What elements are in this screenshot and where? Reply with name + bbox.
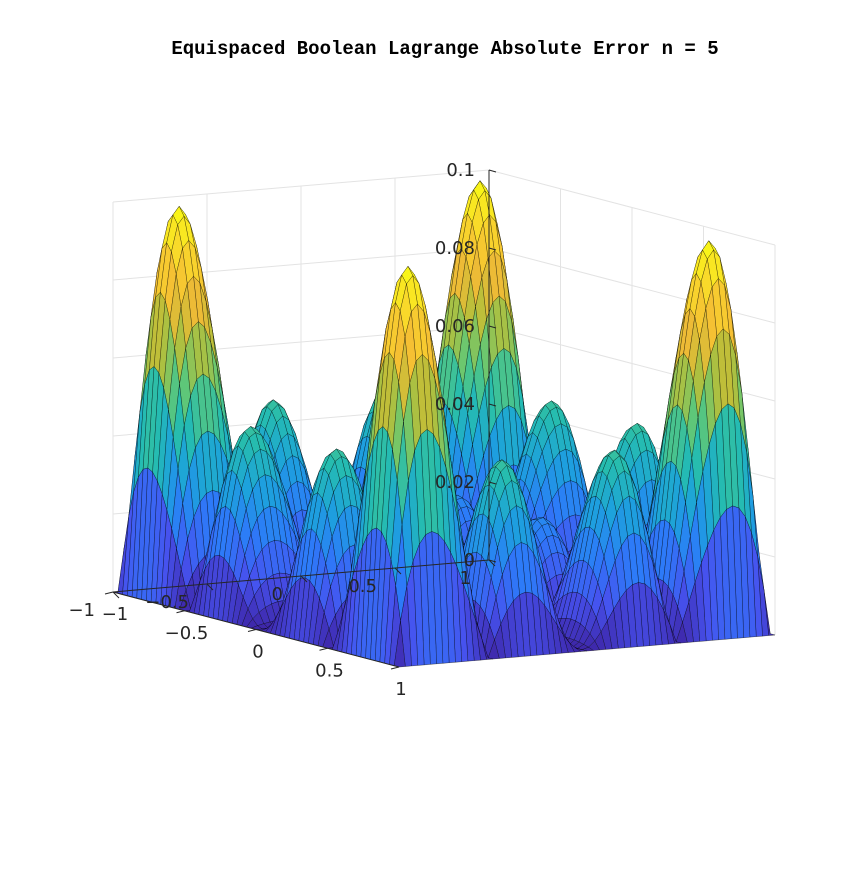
y-tick-label: 1	[460, 568, 471, 589]
chart-title: Equispaced Boolean Lagrange Absolute Err…	[171, 38, 718, 60]
z-tick-label: 0.06	[435, 316, 475, 337]
x-tick-label: 1	[395, 679, 406, 700]
y-tick-label: 0.5	[348, 576, 377, 597]
y-tick-label: −1	[68, 600, 95, 621]
y-tick-mark	[394, 567, 402, 575]
x-tick-mark	[104, 591, 114, 595]
x-tick-label: 0.5	[315, 660, 344, 681]
y-tick-mark	[300, 575, 308, 583]
z-tick-label: 0.08	[435, 238, 475, 259]
z-tick-label: 0.02	[435, 472, 475, 493]
x-tick-label: −0.5	[165, 623, 209, 644]
z-tick-mark	[488, 169, 497, 173]
x-tick-mark	[176, 610, 185, 614]
backwall-gridline-z	[488, 169, 776, 246]
y-tick-mark	[206, 583, 214, 591]
z-tick-mark	[488, 559, 497, 563]
z-tick-mark	[488, 403, 497, 407]
z-tick-mark	[488, 325, 497, 329]
z-tick-mark	[488, 481, 497, 485]
z-tick-label: 0.04	[435, 394, 475, 415]
x-tick-mark	[319, 647, 328, 651]
z-tick-label: 0	[464, 550, 475, 571]
y-tick-mark	[112, 591, 120, 599]
axes-frame	[104, 169, 497, 670]
y-tick-label: 0	[272, 584, 283, 605]
y-tick-label: −0.5	[145, 592, 189, 613]
x-tick-mark	[247, 629, 257, 632]
z-tick-label: 0.1	[446, 160, 475, 181]
x-tick-label: −1	[102, 604, 129, 625]
y-tick-mark	[488, 559, 496, 567]
error-surface	[112, 180, 776, 668]
x-tick-mark	[390, 666, 400, 670]
z-tick-mark	[488, 247, 497, 251]
tick-labels: −1−0.500.51−1 −0.5 0 0.5 100.020.040.060.080…	[68, 160, 475, 700]
sidewall-gridline-z	[112, 169, 490, 203]
x-tick-label: 0	[252, 642, 263, 663]
